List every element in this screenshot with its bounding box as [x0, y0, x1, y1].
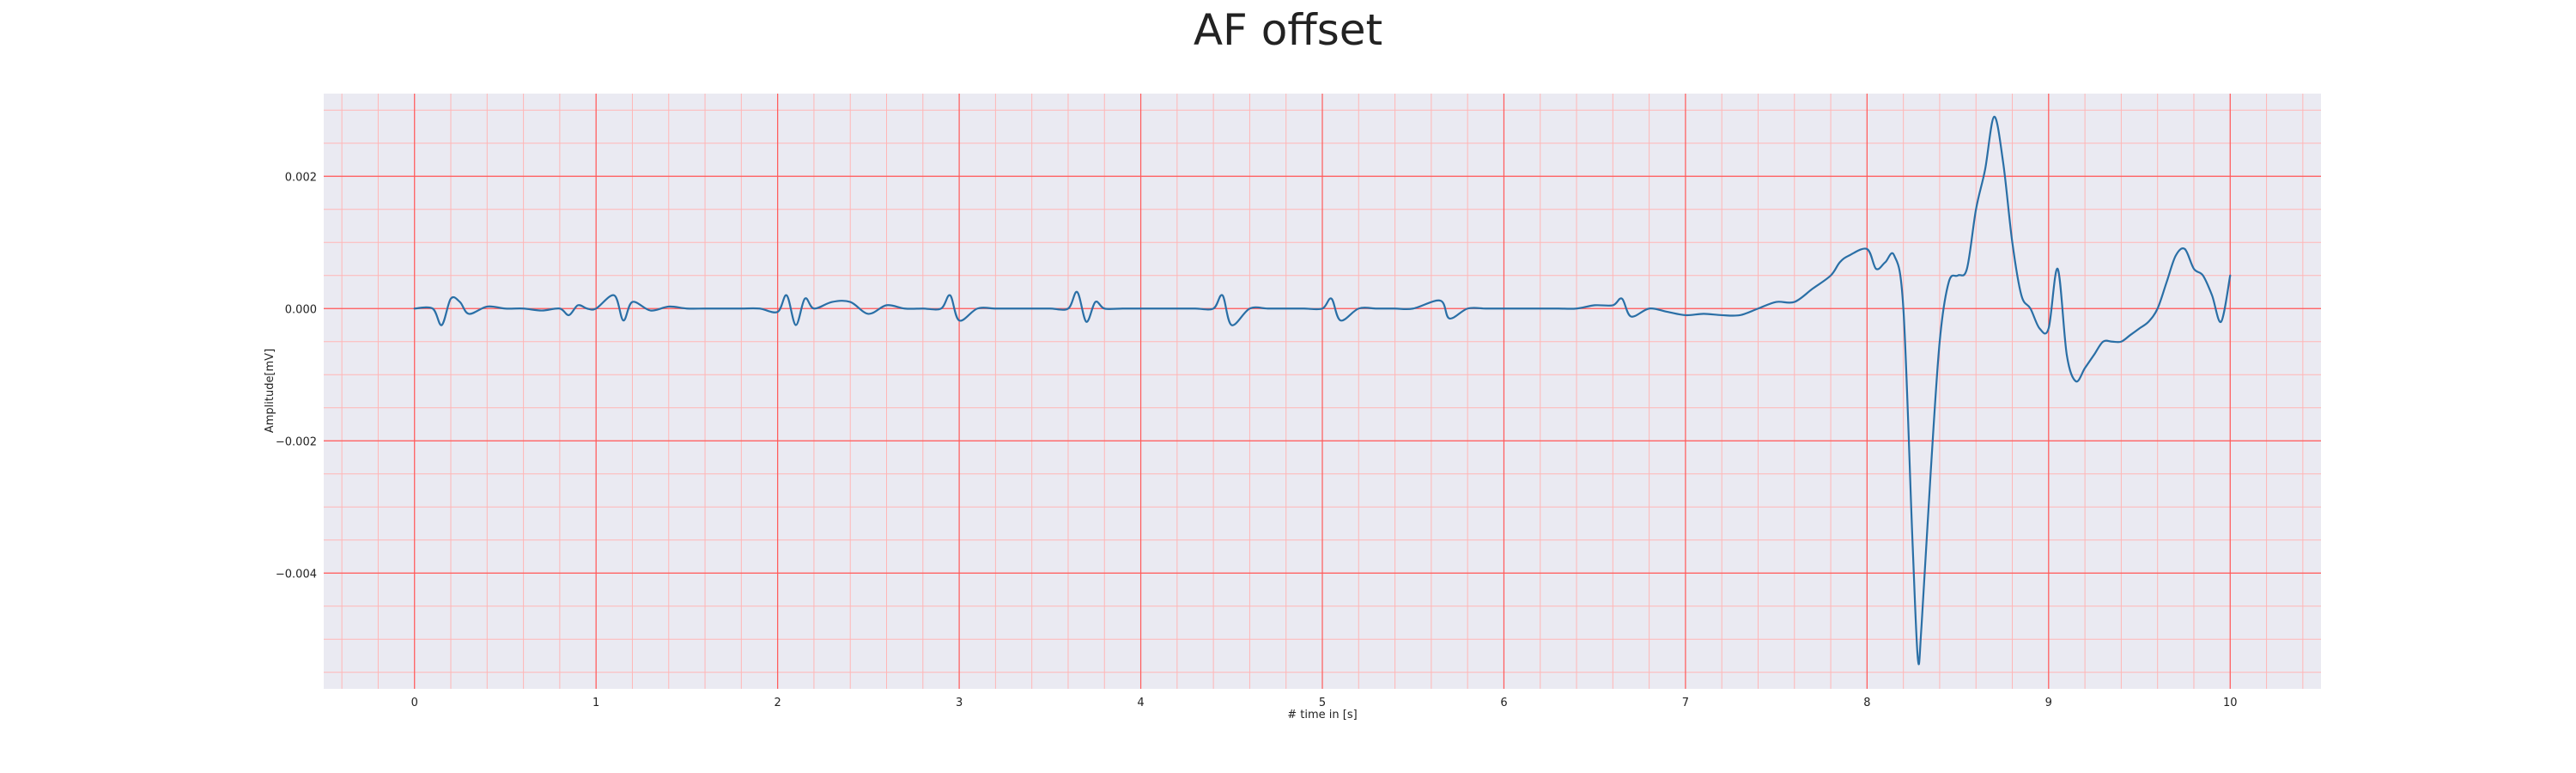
x-tick-label: 1	[592, 697, 599, 709]
x-tick-label: 0	[411, 697, 418, 709]
x-tick-label: 6	[1500, 697, 1507, 709]
x-tick-label: 7	[1682, 697, 1689, 709]
y-axis-label: Amplitude[mV]	[264, 349, 276, 433]
x-tick-label: 10	[2223, 697, 2238, 709]
x-axis-ticks: 0 1 2 3 4 5 6 7 8 9 10	[411, 697, 2238, 709]
x-tick-label: 5	[1319, 697, 1326, 709]
y-tick-label: −0.004	[276, 568, 317, 581]
x-tick-label: 4	[1137, 697, 1144, 709]
y-tick-label: −0.002	[276, 435, 317, 448]
y-tick-label: 0.002	[285, 171, 317, 184]
x-tick-label: 9	[2045, 697, 2052, 709]
y-axis-ticks: −0.004 −0.002 0.000 0.002	[276, 171, 317, 581]
x-axis-label: # time in [s]	[1287, 709, 1357, 721]
x-tick-label: 3	[956, 697, 963, 709]
x-tick-label: 2	[774, 697, 781, 709]
x-tick-label: 8	[1863, 697, 1870, 709]
chart-title: AF offset	[1194, 5, 1382, 55]
y-tick-label: 0.000	[285, 303, 317, 316]
